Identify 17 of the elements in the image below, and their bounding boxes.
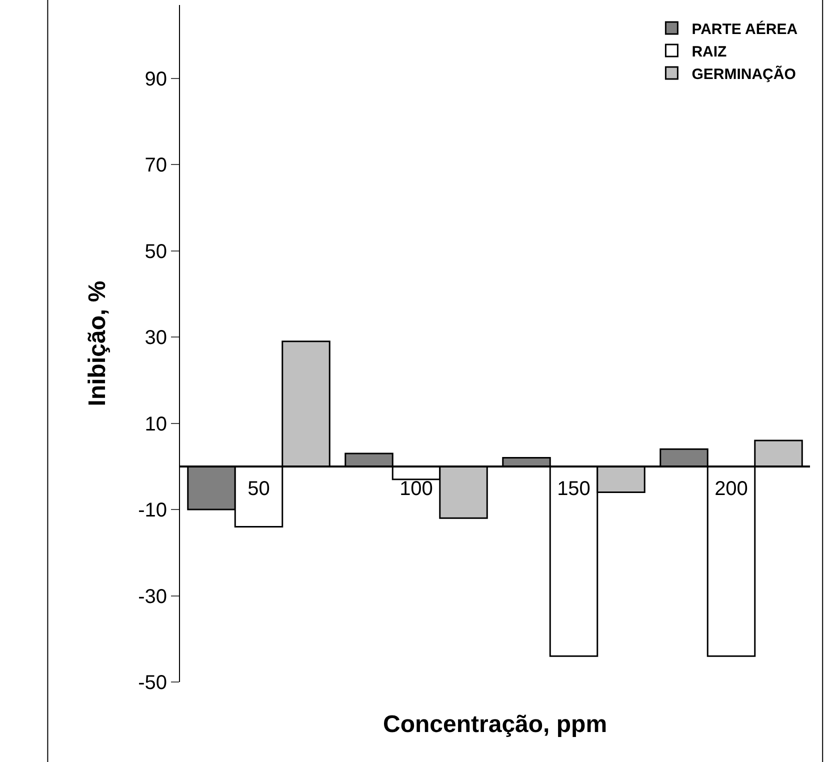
y-tick-label: 90: [144, 68, 167, 90]
x-tick-label: 200: [714, 478, 748, 500]
x-tick-label: 150: [557, 478, 590, 500]
x-tick-label: 100: [400, 478, 433, 500]
legend-label: RAIZ: [692, 43, 727, 60]
y-tick-label: 10: [144, 413, 167, 436]
y-tick-label: -30: [138, 586, 167, 608]
y-tick-label: 70: [144, 154, 167, 177]
x-tick-label: 50: [248, 478, 270, 500]
x-axis-title: Concentração, ppm: [383, 711, 608, 738]
y-axis-title: Inibição, %: [84, 280, 112, 406]
y-tick-label: -50: [138, 672, 167, 694]
legend-label: GERMINAÇÃO: [692, 64, 796, 83]
legend-label: PARTE AÉREA: [692, 20, 798, 38]
y-tick-label: 50: [144, 240, 167, 263]
y-tick-label: -10: [138, 500, 167, 522]
y-tick-label: 30: [144, 327, 167, 350]
